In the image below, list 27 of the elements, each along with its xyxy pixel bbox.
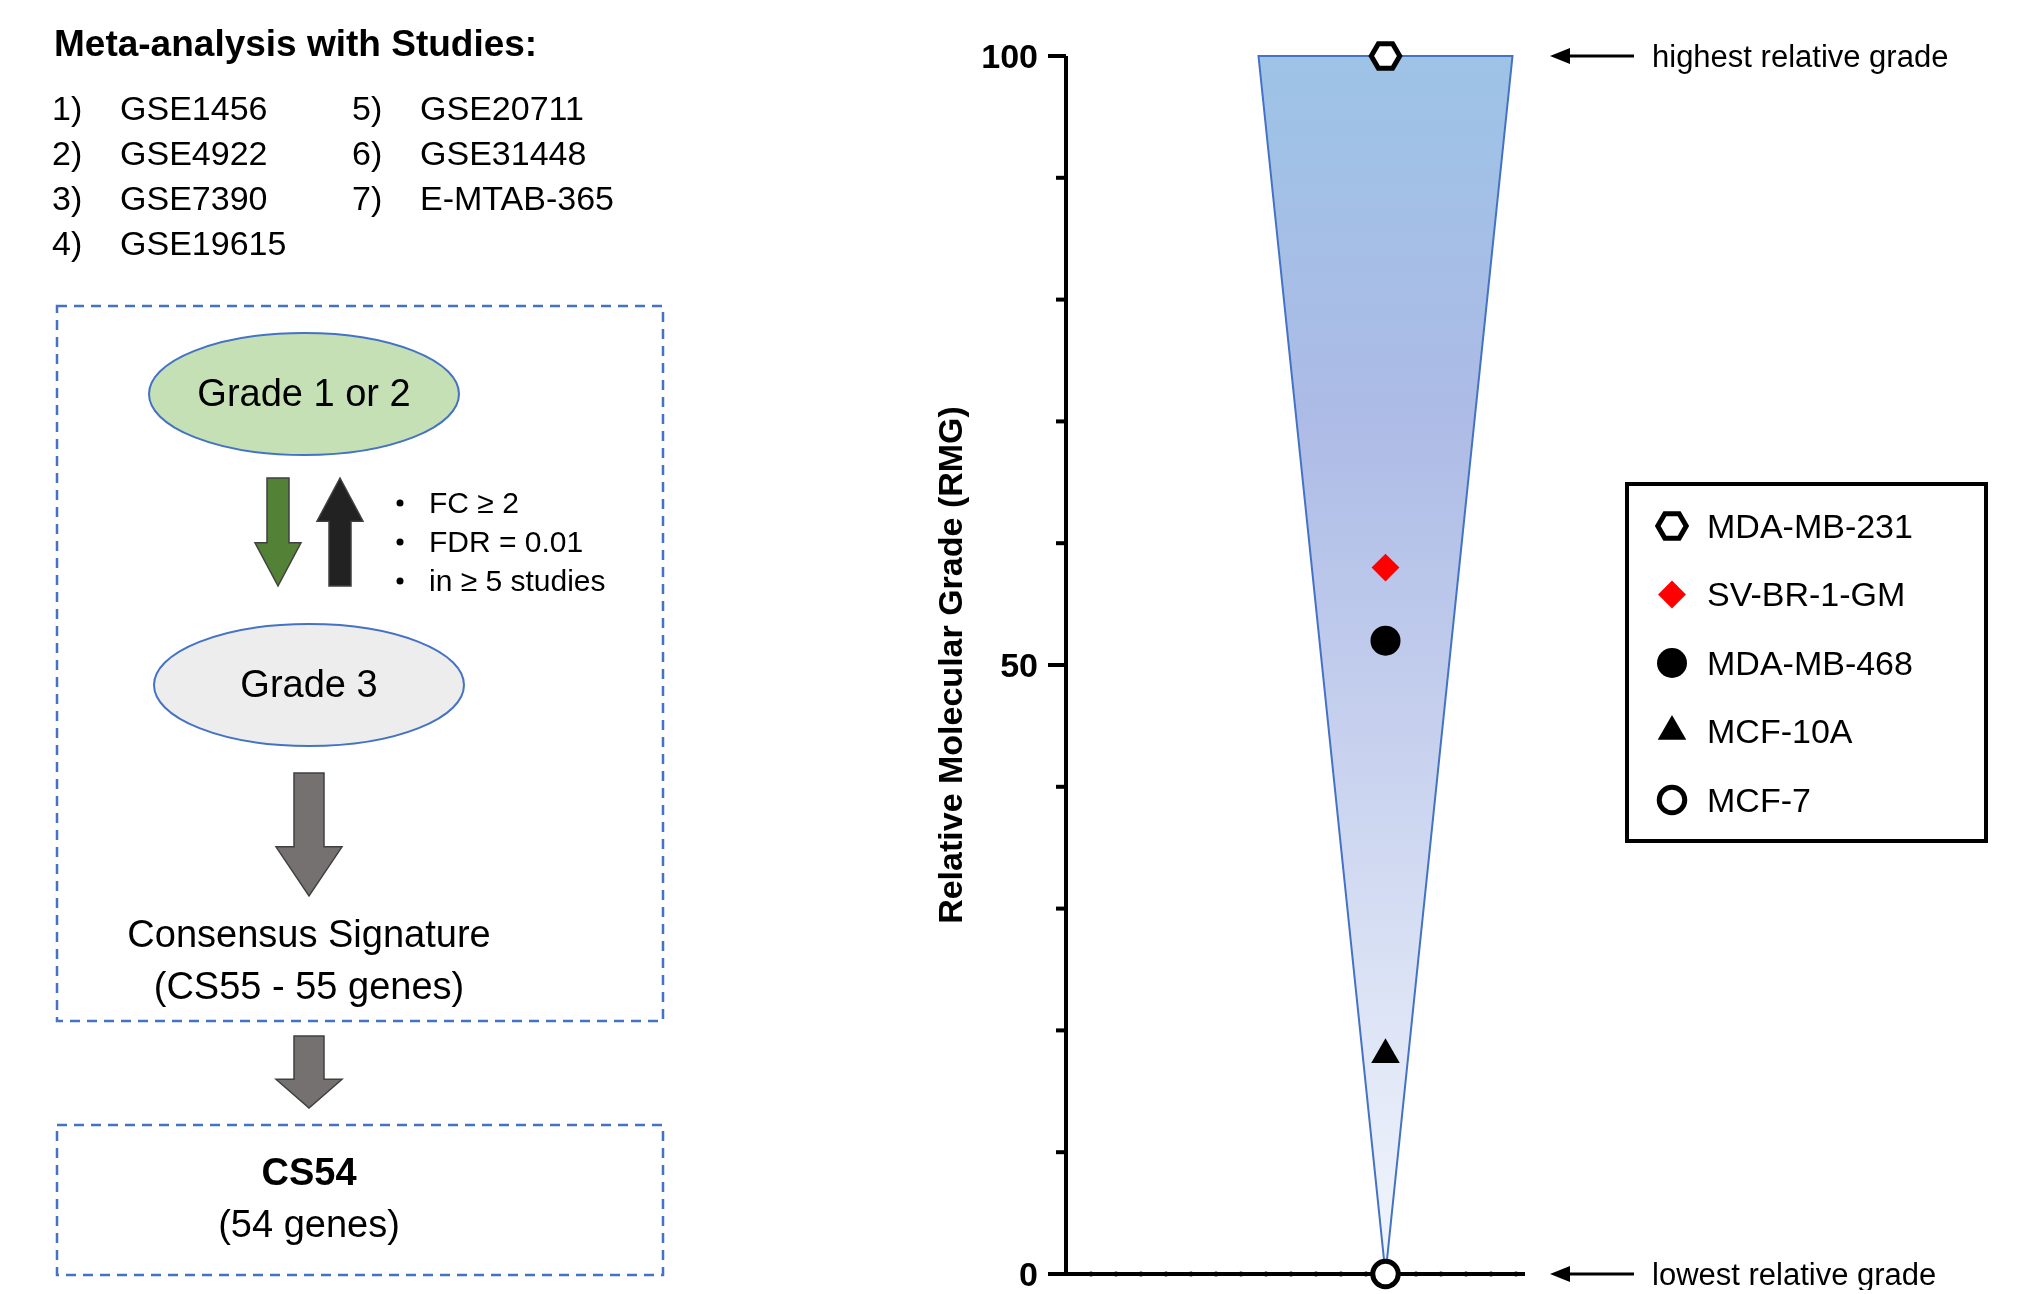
text: Meta-analysis with Studies: bbox=[54, 23, 538, 64]
text: (54 genes) bbox=[218, 1203, 400, 1245]
y-tick-label: 0 bbox=[1019, 1254, 1038, 1293]
text: FC ≥ 2 bbox=[429, 486, 519, 519]
text: in ≥ 5 studies bbox=[429, 564, 606, 597]
text: 5) GSE20711 bbox=[352, 89, 584, 127]
text: 4) GSE19615 bbox=[52, 224, 287, 262]
legend-label: SV-BR-1-GM bbox=[1707, 575, 1906, 614]
text: FDR = 0.01 bbox=[429, 525, 584, 558]
legend-label: MDA-MB-468 bbox=[1707, 643, 1913, 682]
text: 7) E-MTAB-365 bbox=[352, 179, 614, 217]
y-tick-label: 50 bbox=[1000, 645, 1038, 684]
text: (CS55 - 55 genes) bbox=[153, 965, 465, 1007]
y-tick-label: 100 bbox=[981, 36, 1038, 75]
text: Grade 3 bbox=[240, 663, 378, 705]
legend-label: MCF-10A bbox=[1707, 712, 1853, 751]
text: CS54 bbox=[261, 1151, 357, 1193]
y-axis-title: Relative Molecular Grade (RMG) bbox=[931, 406, 969, 924]
text: Consensus Signature bbox=[127, 913, 491, 955]
legend-label: MCF-7 bbox=[1707, 780, 1811, 819]
text: 1) GSE1456 bbox=[52, 89, 268, 127]
legend-label: MDA-MB-231 bbox=[1707, 506, 1913, 545]
text: 6) GSE31448 bbox=[352, 134, 587, 172]
text: highest relative grade bbox=[1652, 38, 1949, 74]
text: 3) GSE7390 bbox=[52, 179, 268, 217]
text: 2) GSE4922 bbox=[52, 134, 268, 172]
text: Grade 1 or 2 bbox=[197, 372, 411, 414]
